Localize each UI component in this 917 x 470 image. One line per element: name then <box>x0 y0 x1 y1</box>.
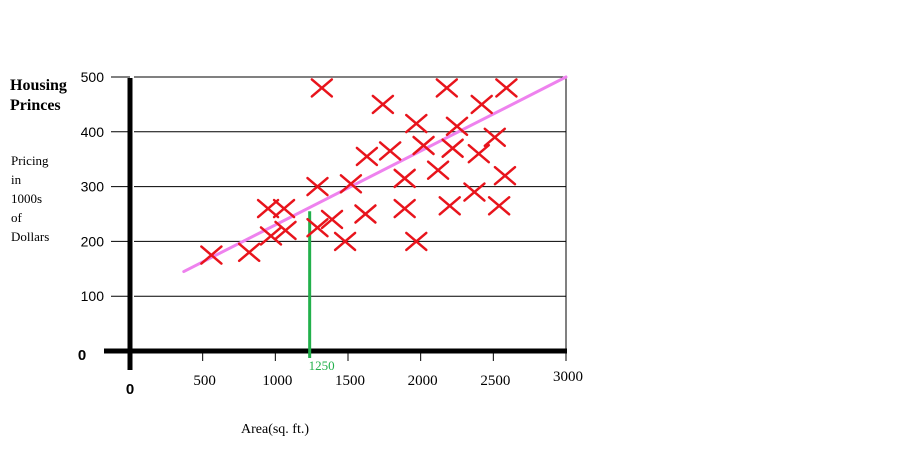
y-axis-label-line-2: in <box>11 172 22 187</box>
data-point-10 <box>333 231 357 252</box>
data-point-23 <box>438 196 461 216</box>
data-point-26 <box>463 182 486 202</box>
data-point-4 <box>272 198 296 219</box>
y-axis-label: Pricing in 1000s of Dollars <box>11 151 49 246</box>
data-point-11 <box>339 174 363 194</box>
data-point-18 <box>405 231 428 252</box>
data-point-5 <box>274 220 297 241</box>
y-axis-label-line-5: Dollars <box>11 229 50 244</box>
data-point-12 <box>354 204 377 224</box>
x-tick-label-500: 500 <box>193 373 216 389</box>
x-tick-label-0: 0 <box>126 381 134 398</box>
y-axis-label-line-3: 1000s <box>11 191 43 206</box>
y-tick-label-400: 400 <box>81 124 105 140</box>
chart-title-line-2: Princes <box>10 97 61 114</box>
data-point-30 <box>487 196 511 216</box>
y-tick-label-0: 0 <box>78 347 86 364</box>
data-point-20 <box>412 135 435 156</box>
marker-label: 1250 <box>309 358 335 373</box>
data-point-7 <box>306 217 329 238</box>
data-point-8 <box>310 78 334 98</box>
data-point-15 <box>378 141 402 161</box>
data-point-17 <box>393 168 416 189</box>
data-point-27 <box>467 143 491 164</box>
trend-line <box>182 75 568 274</box>
data-point-3 <box>259 226 283 246</box>
chart-title-line-1: Housing <box>10 77 67 94</box>
data-point-16 <box>393 198 416 219</box>
data-point-19 <box>405 113 428 134</box>
data-point-0 <box>200 245 223 265</box>
data-point-29 <box>483 127 507 148</box>
data-point-1 <box>237 242 261 263</box>
data-point-6 <box>306 176 329 197</box>
x-tick-label-1500: 1500 <box>335 373 365 389</box>
data-point-25 <box>445 116 469 137</box>
x-axis-label: Area(sq. ft.) <box>241 422 310 437</box>
data-point-21 <box>426 160 450 180</box>
y-tick-label-100: 100 <box>81 288 105 304</box>
data-point-9 <box>320 209 344 230</box>
y-tick-label-300: 300 <box>81 179 105 195</box>
y-tick-label-200: 200 <box>81 233 105 249</box>
data-point-24 <box>441 138 464 158</box>
x-tick-label-2500: 2500 <box>480 373 510 389</box>
data-point-2 <box>256 198 280 219</box>
data-point-13 <box>355 146 379 167</box>
data-point-14 <box>371 94 395 115</box>
x-tick-label-1000: 1000 <box>262 373 292 389</box>
data-point-28 <box>470 94 493 115</box>
x-tick-label-3000: 3000 <box>553 369 583 385</box>
y-axis-label-line-4: of <box>11 210 22 225</box>
data-point-32 <box>495 78 518 98</box>
y-tick-label-500: 500 <box>81 69 105 85</box>
data-point-31 <box>493 165 517 186</box>
data-point-22 <box>435 78 459 98</box>
chart-title: Housing Princes <box>10 76 67 116</box>
x-tick-label-2000: 2000 <box>408 373 438 389</box>
y-axis-label-line-1: Pricing <box>11 153 49 168</box>
